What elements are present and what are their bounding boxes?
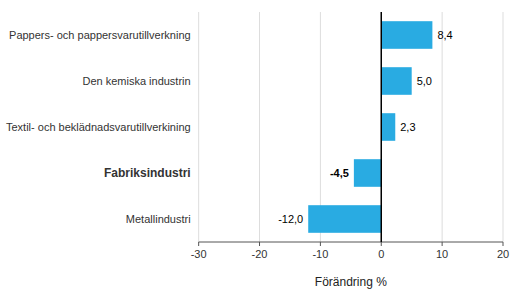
tick-label: -20 xyxy=(252,248,268,260)
bar xyxy=(381,21,432,49)
grid-line xyxy=(381,12,382,242)
data-labels: -12,0 -4,5 2,3 5,0 8,4 xyxy=(278,29,453,225)
bar xyxy=(381,113,395,141)
tick-mark xyxy=(198,242,199,246)
grid xyxy=(199,12,503,242)
tick-label: 20 xyxy=(497,248,509,260)
category-label: Metallindustri xyxy=(126,213,191,225)
tick-label: 10 xyxy=(436,248,448,260)
data-label: 5,0 xyxy=(417,75,432,87)
bar xyxy=(308,205,381,233)
data-label: -12,0 xyxy=(278,213,303,225)
tick-label: 0 xyxy=(378,248,384,260)
tick-label: -30 xyxy=(191,248,207,260)
bar xyxy=(354,159,381,187)
x-axis-title: Förändring % xyxy=(315,275,387,289)
category-label: Textil- och beklädnadsvarutillverkining xyxy=(6,121,191,133)
tick-mark xyxy=(503,242,504,246)
bars xyxy=(308,21,432,233)
x-axis: -30 -20 -10 0 10 20 xyxy=(191,242,509,260)
y-axis-labels: Metallindustri Fabriksindustri Textil- och… xyxy=(6,29,191,225)
tick-mark xyxy=(259,242,260,246)
tick-mark xyxy=(381,242,382,246)
grid-line xyxy=(503,12,504,242)
background xyxy=(0,0,525,300)
data-label: 2,3 xyxy=(400,121,415,133)
chart-container: Metallindustri Fabriksindustri Textil- och… xyxy=(0,0,525,300)
chart: Metallindustri Fabriksindustri Textil- och… xyxy=(0,0,525,300)
category-label: Pappers- och pappersvarutillverkning xyxy=(9,29,191,41)
grid-line xyxy=(259,12,260,242)
bar xyxy=(381,67,411,95)
tick-mark xyxy=(320,242,321,246)
category-label: Den kemiska industrin xyxy=(82,75,190,87)
tick-label: -10 xyxy=(312,248,328,260)
data-label: -4,5 xyxy=(330,167,349,179)
tick-mark xyxy=(442,242,443,246)
grid-line xyxy=(198,12,199,242)
zero-line xyxy=(381,12,383,242)
data-label: 8,4 xyxy=(437,29,452,41)
x-axis-line xyxy=(199,242,503,243)
category-label: Fabriksindustri xyxy=(104,166,191,180)
grid-line xyxy=(442,12,443,242)
